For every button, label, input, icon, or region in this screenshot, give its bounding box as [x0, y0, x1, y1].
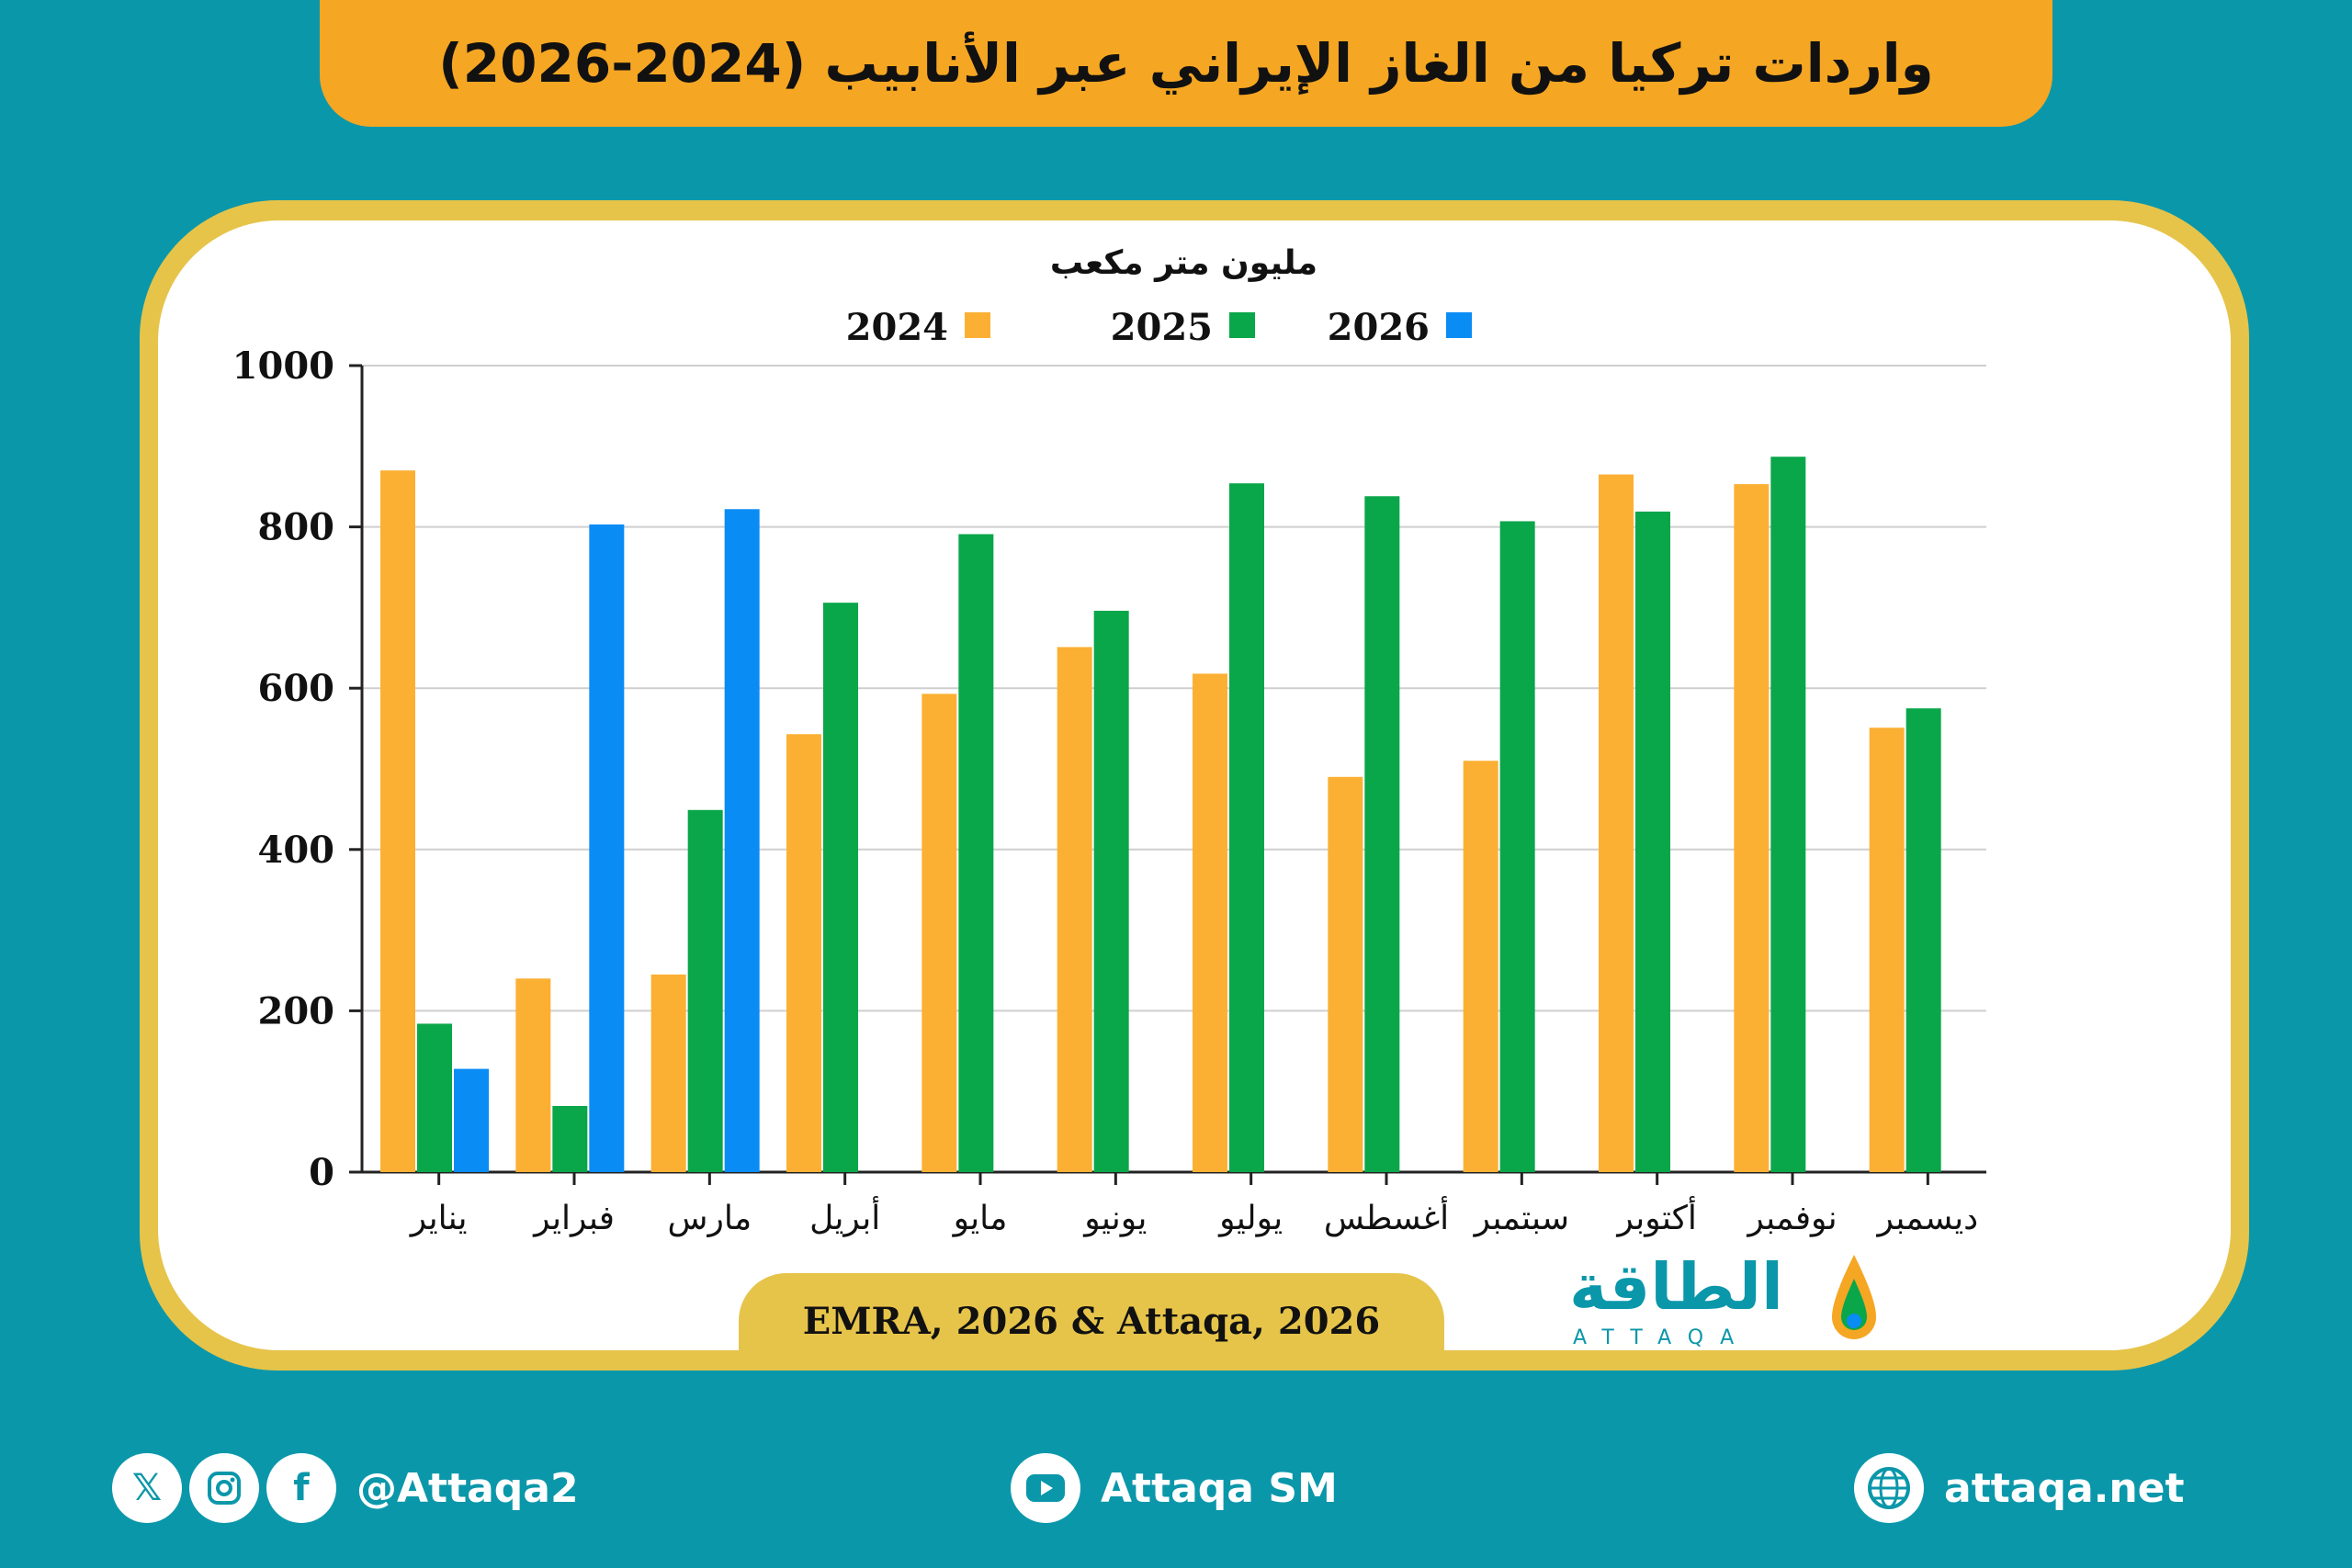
- x-tick-label: يوليو: [1217, 1200, 1283, 1237]
- bar-2026-3: [724, 509, 760, 1172]
- y-tick-label: 800: [258, 506, 335, 549]
- gridlines: [362, 365, 1986, 1012]
- drop-icon: [1832, 1255, 1876, 1339]
- bar-2025-10: [1635, 511, 1670, 1172]
- legend-label-2025: 2025: [1111, 306, 1213, 349]
- title-banner: واردات تركيا من الغاز الإيراني عبر الأنا…: [320, 0, 2052, 127]
- social-handle[interactable]: @Attaqa2: [356, 1464, 579, 1512]
- legend-label-2024: 2024: [846, 306, 948, 349]
- x-tick-label: يونيو: [1082, 1200, 1147, 1237]
- y-tick-label: 400: [258, 829, 335, 872]
- legend-label-2026: 2026: [1328, 306, 1430, 349]
- x-tick-label: أكتوبر: [1615, 1196, 1696, 1237]
- instagram-icon[interactable]: [189, 1453, 259, 1523]
- bar-2024-6: [1057, 647, 1092, 1172]
- unit-label: مليون متر مكعب: [1050, 244, 1317, 282]
- bar-2024-7: [1193, 673, 1227, 1172]
- bar-2024-11: [1734, 484, 1770, 1172]
- facebook-icon[interactable]: f: [266, 1453, 336, 1523]
- youtube-channel[interactable]: Attaqa SM: [1101, 1464, 1338, 1512]
- website-link: attaqa.net: [1854, 1451, 2185, 1525]
- globe-icon[interactable]: [1854, 1453, 1924, 1523]
- x-tick-label: يناير: [409, 1200, 468, 1237]
- youtube-icon[interactable]: [1011, 1453, 1080, 1523]
- attaqa-logo: الطاقة ATTAQA: [1553, 1249, 1902, 1350]
- x-axis-labels: يناير فبراير مارس أبريل مايو يونيو يوليو أغسطس س…: [409, 1172, 1978, 1237]
- y-tick-label: 0: [309, 1151, 334, 1194]
- footer: 𝕏 f @Attaqa2 Attaqa SM attaqa.net: [0, 1451, 2352, 1543]
- bar-2025-12: [1905, 708, 1941, 1172]
- x-tick-label: مايو: [952, 1200, 1008, 1237]
- chart-title: واردات تركيا من الغاز الإيراني عبر الأنا…: [438, 32, 1934, 95]
- bar-2024-5: [922, 694, 957, 1172]
- bar-2024-8: [1328, 776, 1363, 1172]
- x-tick-label: نوفمبر: [1746, 1200, 1837, 1237]
- bar-chart: 0 200 400 600 800 1000 يناير فبراير مارس أبريل ما…: [232, 244, 1986, 1237]
- source-text: EMRA, 2026 & Attaqa, 2026: [802, 1299, 1381, 1343]
- x-tick-label: أغسطس: [1324, 1196, 1449, 1237]
- bar-2025-11: [1770, 457, 1806, 1172]
- logo-wordmark: الطاقة: [1569, 1249, 1784, 1325]
- x-tick-label: سبتمبر: [1473, 1200, 1569, 1237]
- website-url[interactable]: attaqa.net: [1944, 1464, 2185, 1512]
- bars: [380, 457, 1941, 1172]
- bar-2024-2: [515, 978, 551, 1172]
- bar-2025-9: [1499, 521, 1535, 1172]
- bar-2025-7: [1229, 483, 1264, 1172]
- x-tick-label: فبراير: [532, 1200, 615, 1237]
- bar-2025-1: [417, 1023, 452, 1172]
- legend: 2024 2025 2026: [846, 306, 1472, 349]
- bar-2024-4: [786, 734, 821, 1172]
- bar-2024-12: [1869, 728, 1905, 1172]
- legend-swatch-2024: [965, 312, 990, 338]
- youtube-link: Attaqa SM: [1011, 1451, 1338, 1525]
- y-tick-label: 600: [258, 667, 335, 710]
- x-tick-label: مارس: [668, 1200, 752, 1237]
- bar-2025-5: [958, 534, 994, 1172]
- legend-swatch-2026: [1446, 312, 1472, 338]
- source-pill: EMRA, 2026 & Attaqa, 2026: [739, 1273, 1444, 1369]
- logo-subtext: ATTAQA: [1573, 1326, 1751, 1349]
- bar-2025-8: [1364, 496, 1400, 1172]
- x-icon[interactable]: 𝕏: [112, 1453, 182, 1523]
- bar-2024-10: [1599, 474, 1634, 1172]
- x-tick-label: أبريل: [809, 1196, 880, 1237]
- bar-2025-6: [1093, 610, 1129, 1172]
- legend-swatch-2025: [1229, 312, 1255, 338]
- bar-2025-4: [823, 603, 858, 1172]
- bar-2026-2: [589, 524, 625, 1172]
- y-axis-ticks: 0 200 400 600 800 1000: [232, 344, 1986, 1194]
- bar-2024-3: [650, 974, 686, 1172]
- bar-2024-1: [380, 470, 415, 1172]
- bar-2025-2: [552, 1106, 588, 1172]
- bar-2025-3: [687, 809, 723, 1172]
- x-tick-label: ديسمبر: [1875, 1200, 1978, 1237]
- social-links: 𝕏 f @Attaqa2: [112, 1451, 579, 1525]
- bar-2026-1: [454, 1068, 489, 1172]
- bar-2024-9: [1463, 761, 1498, 1172]
- y-tick-label: 1000: [232, 344, 334, 388]
- y-tick-label: 200: [258, 989, 335, 1032]
